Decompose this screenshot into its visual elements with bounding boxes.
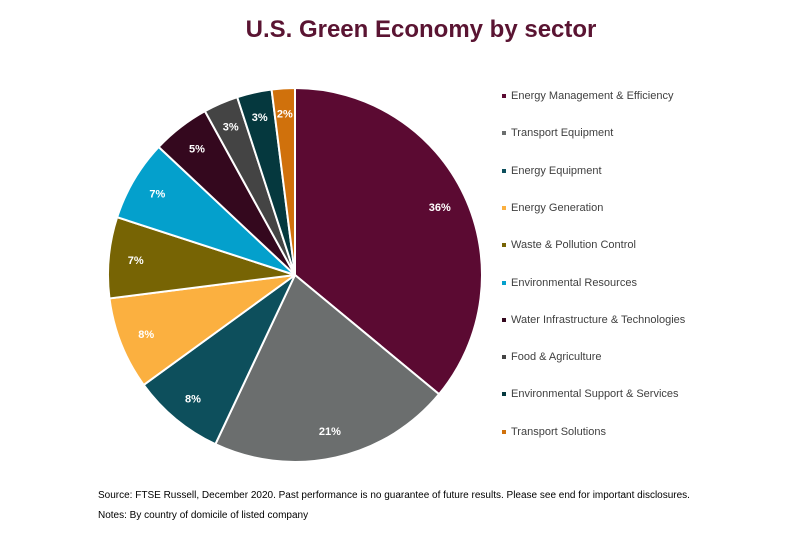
legend-label: Energy Equipment	[511, 164, 602, 177]
legend-label: Environmental Support & Services	[511, 388, 679, 401]
source-note: Source: FTSE Russell, December 2020. Pas…	[98, 490, 690, 521]
legend-swatch	[502, 317, 506, 322]
slice-label: 3%	[223, 121, 239, 133]
legend-swatch	[502, 131, 506, 136]
legend-label: Environmental Resources	[511, 276, 637, 289]
legend-item: Transport Solutions	[502, 422, 606, 442]
legend-item: Food & Agriculture	[502, 347, 602, 367]
slice-label: 3%	[252, 112, 268, 124]
legend-label: Food & Agriculture	[511, 351, 602, 364]
slice-label: 7%	[149, 189, 165, 201]
legend-label: Energy Management & Efficiency	[511, 90, 674, 102]
legend-label: Waste & Pollution Control	[511, 239, 636, 252]
pie-slice	[108, 274, 296, 387]
legend-swatch	[502, 243, 506, 248]
legend-item: Energy Generation	[502, 198, 603, 218]
legend-item: Transport Equipment	[502, 123, 613, 143]
legend-label: Energy Generation	[511, 201, 604, 214]
slice-label: 8%	[185, 393, 201, 405]
legend-swatch	[502, 94, 506, 98]
legend-item: Environmental Resources	[502, 273, 637, 293]
legend-item: Energy Equipment	[502, 161, 602, 181]
legend-item: Environmental Support & Services	[502, 384, 679, 404]
legend-swatch	[502, 280, 506, 285]
slice-label: 2%	[277, 108, 293, 120]
pie-slice	[270, 86, 296, 276]
legend-item: Waste & Pollution Control	[502, 235, 636, 255]
legend-item: Energy Management & Efficiency	[502, 86, 673, 106]
slice-label: 8%	[138, 329, 154, 341]
slice-label: 36%	[429, 202, 451, 214]
pie-slice	[214, 273, 441, 463]
slice-label: 5%	[189, 144, 205, 156]
pie-slice	[294, 86, 483, 396]
legend-label: Transport Equipment	[511, 127, 614, 140]
legend-swatch	[502, 429, 506, 434]
slice-label: 7%	[128, 255, 144, 267]
chart-title: U.S. Green Economy by sector	[245, 16, 597, 43]
slice-label: 21%	[319, 426, 341, 438]
legend-label: Water Infrastructure & Technologies	[511, 313, 686, 326]
legend-label: Transport Solutions	[511, 425, 606, 438]
legend-swatch	[502, 355, 506, 360]
legend-swatch	[502, 168, 506, 173]
pie-slice	[142, 274, 296, 446]
legend-swatch	[502, 392, 506, 397]
legend-swatch	[502, 205, 506, 210]
legend-item: Water Infrastructure & Technologies	[502, 310, 685, 330]
